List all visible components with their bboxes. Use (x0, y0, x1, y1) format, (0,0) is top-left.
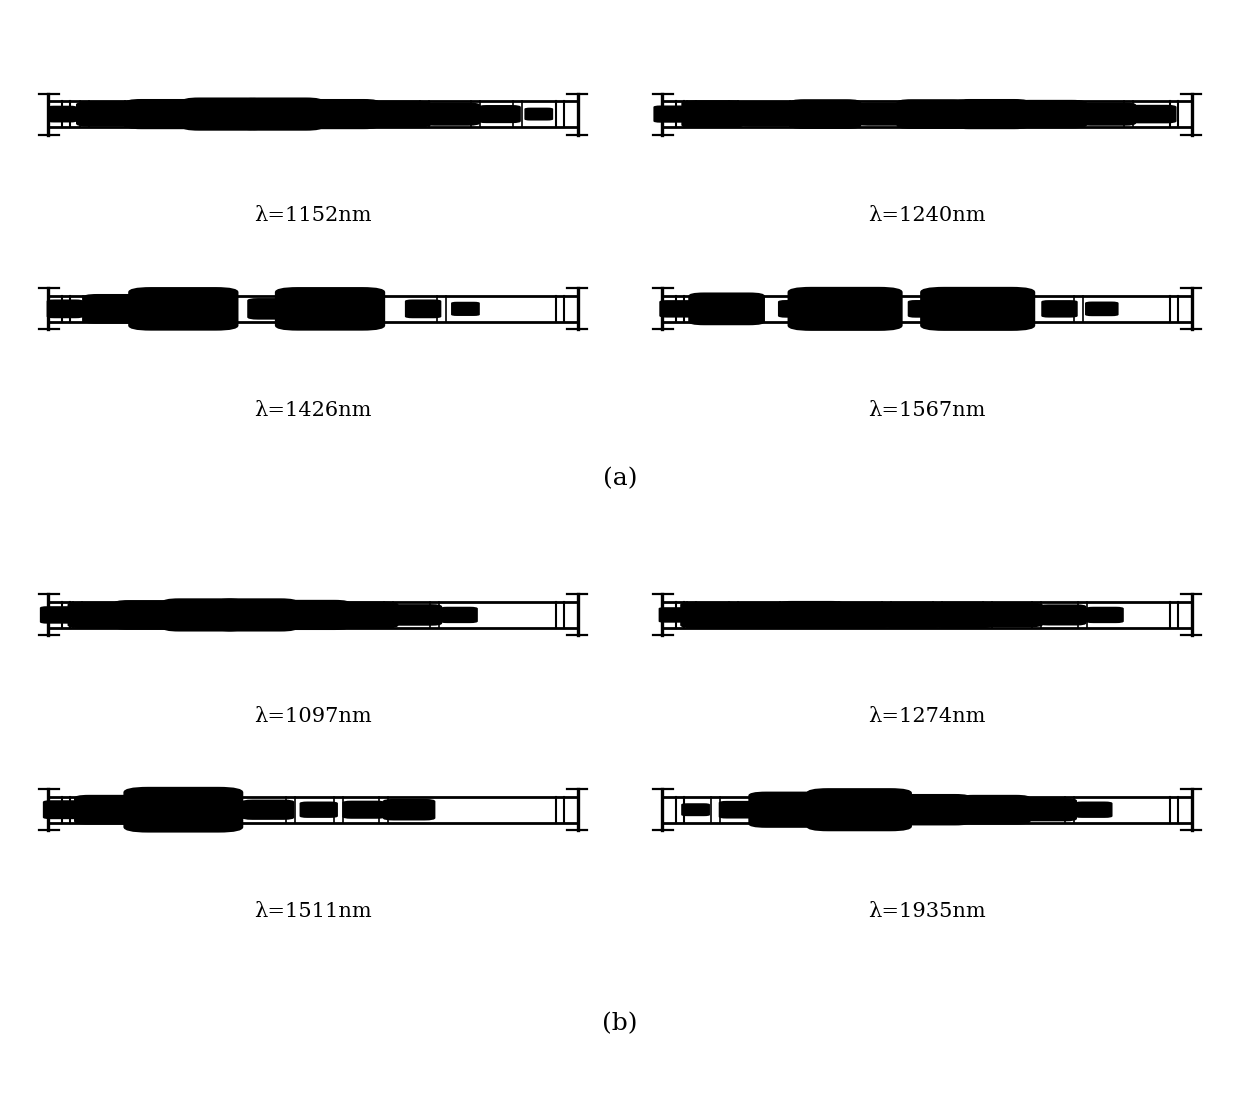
FancyBboxPatch shape (216, 599, 298, 631)
FancyBboxPatch shape (242, 98, 322, 130)
FancyBboxPatch shape (124, 787, 243, 833)
Text: λ=1097nm: λ=1097nm (254, 707, 372, 726)
FancyBboxPatch shape (748, 791, 835, 828)
FancyBboxPatch shape (1079, 102, 1136, 126)
FancyBboxPatch shape (932, 602, 994, 628)
Text: λ=1240nm: λ=1240nm (868, 206, 986, 225)
FancyBboxPatch shape (1085, 607, 1123, 623)
FancyBboxPatch shape (274, 600, 351, 630)
FancyBboxPatch shape (831, 602, 893, 628)
FancyBboxPatch shape (653, 106, 687, 122)
FancyBboxPatch shape (681, 100, 744, 128)
FancyBboxPatch shape (882, 602, 944, 628)
FancyBboxPatch shape (658, 608, 687, 622)
FancyBboxPatch shape (806, 788, 911, 831)
FancyBboxPatch shape (777, 601, 844, 629)
FancyBboxPatch shape (125, 99, 202, 129)
FancyBboxPatch shape (1042, 301, 1078, 317)
Text: λ=1426nm: λ=1426nm (254, 401, 372, 420)
Text: (a): (a) (603, 467, 637, 490)
FancyBboxPatch shape (76, 101, 139, 127)
FancyBboxPatch shape (897, 99, 968, 129)
FancyBboxPatch shape (47, 106, 77, 122)
FancyBboxPatch shape (1085, 302, 1118, 316)
FancyBboxPatch shape (1019, 798, 1078, 821)
FancyBboxPatch shape (303, 99, 379, 129)
FancyBboxPatch shape (83, 294, 155, 324)
Text: (b): (b) (603, 1013, 637, 1035)
FancyBboxPatch shape (383, 799, 435, 820)
FancyBboxPatch shape (43, 800, 81, 819)
FancyBboxPatch shape (331, 601, 398, 629)
FancyBboxPatch shape (856, 102, 914, 126)
FancyBboxPatch shape (182, 98, 264, 130)
FancyBboxPatch shape (242, 799, 294, 820)
FancyBboxPatch shape (389, 604, 443, 626)
FancyBboxPatch shape (777, 301, 816, 317)
FancyBboxPatch shape (114, 600, 186, 630)
FancyBboxPatch shape (738, 101, 800, 127)
FancyBboxPatch shape (162, 599, 244, 631)
FancyBboxPatch shape (477, 105, 521, 124)
FancyBboxPatch shape (1038, 604, 1086, 626)
FancyBboxPatch shape (275, 287, 386, 331)
FancyBboxPatch shape (660, 301, 696, 317)
FancyBboxPatch shape (342, 800, 386, 819)
FancyBboxPatch shape (920, 287, 1035, 331)
FancyBboxPatch shape (959, 795, 1030, 825)
FancyBboxPatch shape (954, 99, 1030, 129)
FancyBboxPatch shape (681, 602, 743, 628)
FancyBboxPatch shape (908, 301, 946, 317)
FancyBboxPatch shape (986, 602, 1043, 628)
FancyBboxPatch shape (787, 287, 903, 331)
FancyBboxPatch shape (47, 299, 83, 318)
FancyBboxPatch shape (1128, 105, 1177, 124)
FancyBboxPatch shape (439, 607, 477, 623)
FancyBboxPatch shape (365, 100, 432, 128)
FancyBboxPatch shape (1074, 801, 1112, 818)
Text: λ=1511nm: λ=1511nm (254, 902, 372, 920)
Text: λ=1567nm: λ=1567nm (868, 401, 986, 420)
FancyBboxPatch shape (247, 298, 300, 319)
FancyBboxPatch shape (423, 102, 480, 126)
FancyBboxPatch shape (128, 287, 238, 331)
FancyBboxPatch shape (74, 795, 146, 825)
FancyBboxPatch shape (40, 607, 77, 623)
FancyBboxPatch shape (729, 602, 791, 628)
FancyBboxPatch shape (1016, 100, 1087, 128)
FancyBboxPatch shape (719, 801, 758, 818)
Text: λ=1935nm: λ=1935nm (868, 902, 986, 920)
FancyBboxPatch shape (300, 801, 339, 818)
Text: λ=1274nm: λ=1274nm (868, 707, 986, 726)
FancyBboxPatch shape (405, 299, 441, 318)
FancyBboxPatch shape (688, 293, 765, 325)
Text: λ=1152nm: λ=1152nm (254, 206, 372, 225)
FancyBboxPatch shape (67, 602, 130, 628)
FancyBboxPatch shape (525, 108, 553, 120)
FancyBboxPatch shape (894, 794, 971, 826)
FancyBboxPatch shape (681, 804, 711, 816)
FancyBboxPatch shape (451, 302, 480, 316)
FancyBboxPatch shape (790, 99, 862, 129)
